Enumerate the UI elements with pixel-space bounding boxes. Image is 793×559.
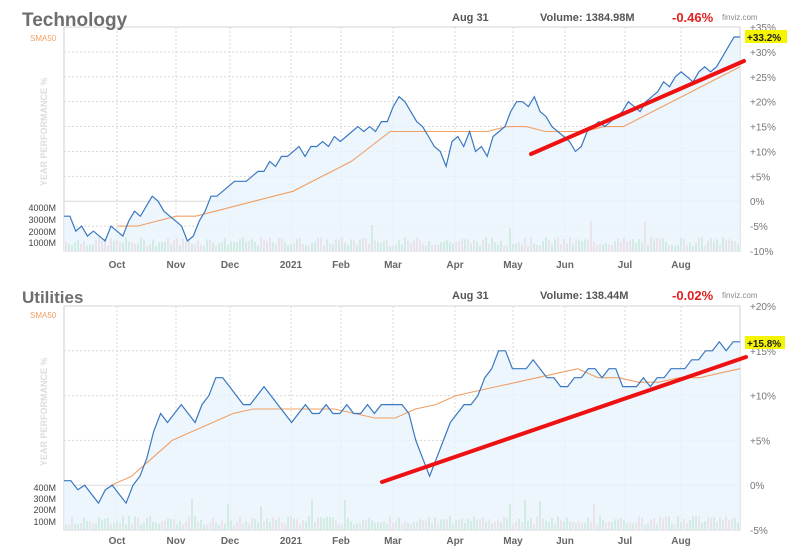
technology-brand: finviz.com: [722, 13, 758, 22]
x-tick-label: Apr: [446, 536, 463, 547]
x-tick-label: Jun: [556, 260, 574, 271]
x-tick-label: Jul: [618, 260, 633, 271]
volume-tick-label: 3000M: [28, 215, 56, 225]
utilities-sma50-line: [111, 368, 741, 486]
x-tick-label: Oct: [109, 260, 126, 271]
y-tick-label: 0%: [750, 197, 765, 208]
y-tick-label: +20%: [750, 98, 776, 109]
volume-tick-label: 400M: [33, 483, 56, 493]
y-tick-label: +20%: [750, 302, 776, 313]
utilities-change: -0.02%: [672, 288, 714, 303]
x-tick-label: Jun: [556, 536, 574, 547]
x-tick-label: May: [503, 260, 523, 271]
y-tick-label: +15%: [750, 347, 776, 358]
x-tick-label: Aug: [671, 536, 690, 547]
utilities-volume-label: Volume: 138.44M: [540, 290, 628, 302]
technology-last-value: +33.2%: [747, 33, 781, 44]
technology-y-ticks: +35% +30% +25% +20% +15% +10% +5% 0% -5% -10%: [750, 23, 776, 258]
utilities-trend-line: [380, 355, 748, 484]
technology-change: -0.46%: [672, 10, 714, 25]
utilities-y-ticks: +20% +15% +10% +5% 0% -5%: [750, 302, 776, 537]
y-tick-label: -10%: [750, 247, 773, 258]
utilities-x-ticks: Oct Nov Dec 2021 Feb Mar Apr May Jun Jul Aug: [109, 536, 691, 547]
x-tick-label: Oct: [109, 536, 126, 547]
volume-tick-label: 300M: [33, 494, 56, 504]
y-tick-label: 0%: [750, 481, 765, 492]
utilities-y-axis-label: YEAR PERFORMANCE %: [39, 357, 49, 466]
technology-title: Technology: [22, 10, 128, 31]
technology-volume-label: Volume: 1384.98M: [540, 12, 635, 24]
utilities-price-area: [64, 341, 740, 530]
volume-tick-label: 200M: [33, 505, 56, 515]
technology-x-ticks: Oct Nov Dec 2021 Feb Mar Apr May Jun Jul Aug: [109, 260, 691, 271]
technology-price-area: [64, 37, 740, 251]
technology-trend-line: [529, 59, 746, 156]
utilities-panel: +20% +15% +10% +5% 0% -5% Oct Nov Dec 2021 Feb Mar…: [22, 288, 785, 547]
y-tick-label: +30%: [750, 48, 776, 59]
utilities-sma-label: SMA50: [30, 311, 57, 320]
x-tick-label: Feb: [332, 260, 350, 271]
x-tick-label: Jul: [618, 536, 633, 547]
y-tick-label: +35%: [750, 23, 776, 34]
x-tick-label: Dec: [221, 536, 240, 547]
utilities-title: Utilities: [22, 288, 83, 307]
utilities-date: Aug 31: [452, 290, 489, 302]
x-tick-label: Apr: [446, 260, 463, 271]
utilities-brand: finviz.com: [722, 291, 758, 300]
y-tick-label: -5%: [750, 222, 768, 233]
x-tick-label: 2021: [280, 260, 303, 271]
utilities-last-value-badge: +15.8%: [745, 336, 785, 350]
x-tick-label: Mar: [384, 536, 402, 547]
x-tick-label: Aug: [671, 260, 690, 271]
technology-date: Aug 31: [452, 12, 489, 24]
volume-tick-label: 1000M: [28, 238, 56, 248]
x-tick-label: Nov: [167, 260, 186, 271]
y-tick-label: +10%: [750, 147, 776, 158]
utilities-price-line: [64, 340, 740, 505]
technology-y-axis-label: YEAR PERFORMANCE %: [39, 77, 49, 186]
x-tick-label: 2021: [280, 536, 303, 547]
x-tick-label: Mar: [384, 260, 402, 271]
technology-panel: +35% +30% +25% +20% +15% +10% +5% 0% -5% -10% Oct…: [22, 10, 787, 271]
y-tick-label: +5%: [750, 172, 770, 183]
y-tick-label: +10%: [750, 392, 776, 403]
x-tick-label: Feb: [332, 536, 350, 547]
technology-price-line: [64, 36, 740, 242]
volume-tick-label: 100M: [33, 517, 56, 527]
technology-sma-label: SMA50: [30, 34, 57, 43]
y-tick-label: +25%: [750, 73, 776, 84]
volume-tick-label: 2000M: [28, 227, 56, 237]
y-tick-label: +15%: [750, 123, 776, 134]
x-tick-label: May: [503, 536, 523, 547]
x-tick-label: Nov: [167, 536, 186, 547]
x-tick-label: Dec: [221, 260, 240, 271]
technology-sma50-line: [118, 66, 741, 227]
y-tick-label: +5%: [750, 436, 770, 447]
volume-tick-label: 4000M: [28, 203, 56, 213]
technology-last-value-badge: +33.2%: [745, 30, 787, 44]
y-tick-label: -5%: [750, 526, 768, 537]
utilities-last-value: +15.8%: [747, 339, 781, 350]
